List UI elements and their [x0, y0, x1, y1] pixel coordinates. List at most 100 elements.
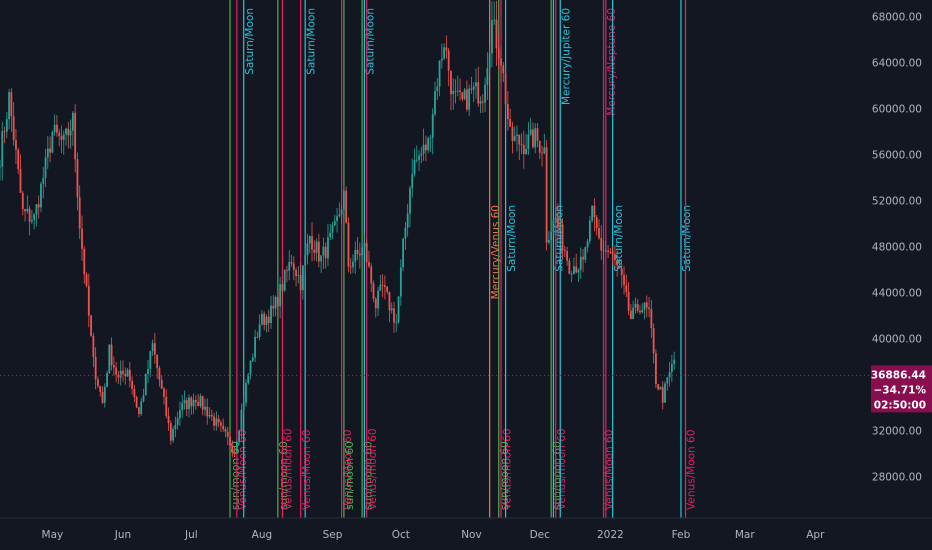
candle-body [197, 402, 200, 406]
candle-body [559, 224, 562, 227]
candle-body [358, 253, 361, 256]
candle-body [584, 247, 587, 260]
candle-body [103, 386, 106, 403]
candle-body [609, 251, 612, 253]
candle-body [133, 388, 136, 398]
candle-body [629, 310, 632, 320]
x-tick-label: Feb [672, 529, 691, 541]
candle-body [534, 128, 537, 148]
candle-body [49, 148, 52, 153]
candle-body [454, 91, 457, 92]
candle-body [69, 130, 72, 136]
candle-body [158, 368, 161, 380]
candle-body [639, 310, 641, 313]
candle-body [579, 256, 582, 270]
candle-body [206, 406, 209, 417]
candle-body [666, 377, 669, 384]
candle-body [557, 217, 559, 227]
x-tick-label: Oct [392, 529, 410, 541]
candle-body [379, 284, 382, 291]
y-tick-label: 60000.00 [872, 103, 922, 115]
candle-body [504, 73, 507, 105]
candle-body [566, 251, 568, 261]
candle-body [625, 285, 628, 292]
candle-body [222, 425, 225, 430]
candle-body [210, 414, 213, 417]
y-tick-label: 56000.00 [872, 149, 922, 161]
candle-body [463, 89, 466, 100]
candle-body [422, 144, 425, 154]
candle-body [229, 436, 231, 446]
candle-body [340, 209, 343, 215]
candle-body [659, 387, 662, 390]
candle-body [119, 370, 122, 378]
candle-body [288, 262, 291, 271]
candle-body [648, 307, 650, 310]
candle-body [74, 112, 77, 160]
candle-body [256, 336, 259, 338]
candle-body [664, 383, 666, 403]
candle-body [377, 290, 379, 309]
candle-body [491, 20, 493, 54]
candle-body [126, 369, 129, 377]
candle-body [527, 134, 530, 149]
candle-body [493, 19, 496, 21]
candle-body [614, 253, 616, 260]
last-price-countdown: 02:50:00 [874, 399, 926, 411]
candle-body [274, 297, 277, 309]
candle-body [627, 291, 630, 311]
candle-body [35, 204, 38, 215]
candle-body [106, 372, 108, 387]
time-axis[interactable]: May Jun Jul Aug Sep Oct Nov Dec 2022 Feb Mar Apr [0, 517, 932, 550]
candle-body [445, 47, 448, 51]
candle-body [240, 409, 243, 431]
candle-body [641, 309, 644, 313]
event-label: Saturn/Moon [365, 8, 377, 75]
price-axis[interactable]: 28000.0032000.0036000.0040000.0044000.00… [870, 0, 932, 518]
candle-body [12, 116, 15, 141]
last-price-price_label: 36886.44 [871, 369, 926, 381]
candle-body [434, 91, 436, 115]
event-label: Venus/moon 60 [283, 428, 295, 510]
candle-body [112, 365, 115, 368]
candle-body [550, 231, 553, 241]
candle-body [258, 324, 261, 338]
event-label: Venus/Moon 60 [237, 430, 249, 510]
candle-body [176, 418, 179, 426]
candle-body [440, 58, 443, 61]
candle-body [17, 149, 20, 170]
candle-body [488, 53, 491, 69]
candle-body [500, 58, 502, 66]
event-label: sun/moon 60 [278, 441, 290, 510]
candle-body [552, 220, 555, 232]
candle-body [110, 344, 113, 366]
candle-body [374, 298, 377, 309]
candle-body [438, 60, 441, 87]
candle-body [76, 159, 79, 198]
candle-body [28, 208, 31, 222]
candle-body [306, 243, 309, 256]
candle-body [279, 284, 282, 307]
candle-body [281, 284, 284, 291]
last-price-tag: 36886.44 −34.71% 02:50:00 [871, 365, 932, 413]
candle-body [354, 250, 357, 262]
candle-body [481, 101, 484, 103]
y-tick-label: 52000.00 [872, 195, 922, 207]
candle-body [51, 132, 54, 153]
event-label: Venus/moon 60 [556, 428, 568, 510]
candle-body [8, 92, 11, 120]
candle-body [249, 360, 252, 375]
candle-body [190, 397, 193, 407]
event-label: Mercury/Venus 60 [490, 205, 502, 299]
candle-body [413, 160, 416, 175]
candle-body [429, 137, 432, 139]
candle-body [213, 416, 215, 426]
candle-body [415, 159, 418, 161]
candle-body [231, 445, 234, 453]
candle-body [304, 255, 307, 266]
candle-body [87, 285, 90, 316]
candle-body [65, 128, 67, 135]
candle-body [525, 148, 527, 154]
candle-body [670, 364, 673, 373]
